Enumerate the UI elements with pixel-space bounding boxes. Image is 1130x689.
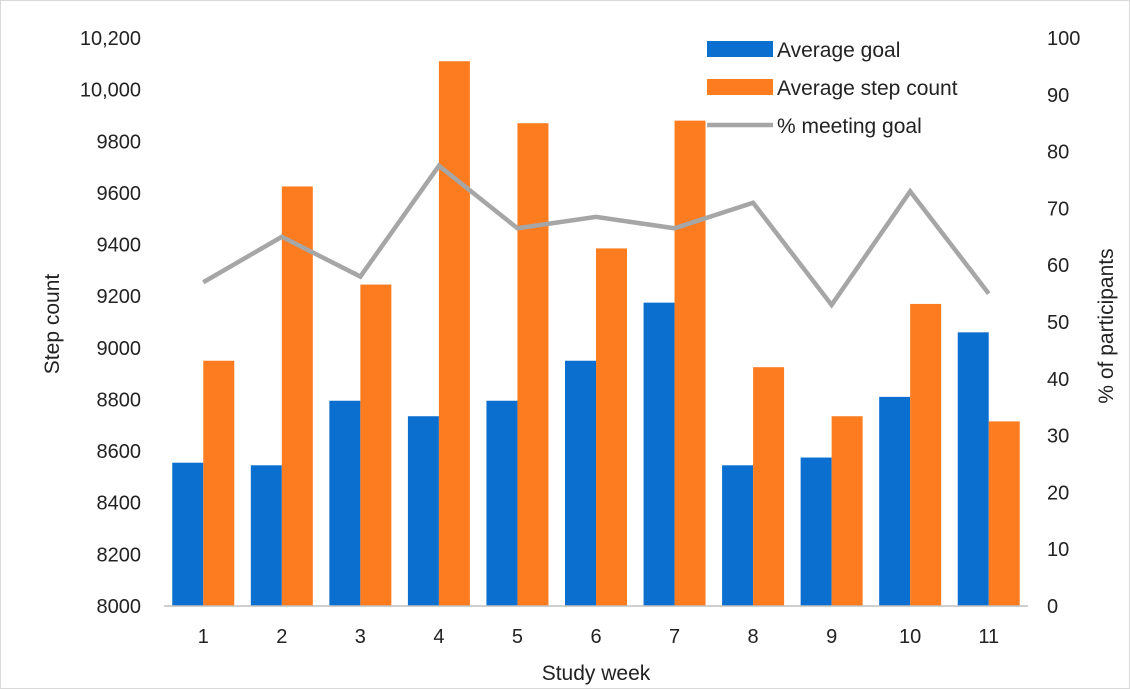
legend-swatch	[707, 79, 773, 95]
average-goal-bar-week-6	[565, 360, 596, 606]
average-goal-bar-week-4	[407, 416, 439, 606]
y-tick-label: 9400	[97, 235, 142, 257]
average-goal-bar-week-11	[957, 332, 989, 606]
x-tick-label: 9	[826, 626, 837, 648]
line-layer	[202, 162, 991, 309]
y-tick-label: 8600	[97, 441, 142, 463]
y2-tick-label: 50	[1047, 312, 1069, 334]
x-tick-label: 1	[198, 626, 209, 648]
y2-tick-label: 70	[1047, 198, 1069, 220]
x-tick-label: 3	[355, 626, 366, 648]
y-tick-label: 9800	[97, 131, 142, 153]
average-goal-bar-week-7	[643, 302, 675, 606]
average-step-count-bar-week-7	[674, 120, 706, 607]
legend-label: Average goal	[777, 39, 900, 62]
y2-tick-label: 40	[1047, 369, 1069, 391]
x-axis-title: Study week	[542, 662, 651, 685]
average-goal-bar-week-5	[486, 400, 518, 606]
average-step-count-bar-week-5	[517, 123, 549, 606]
average-goal-bar-week-9	[800, 457, 832, 606]
average-step-count-bar-week-8	[753, 367, 785, 606]
y2-axis-ticks: 0 10 20 30 40 50 60 70 80 90 100	[1047, 28, 1080, 618]
average-step-count-bar-week-10	[910, 303, 942, 606]
average-step-count-bar-week-4	[438, 61, 470, 606]
y-tick-label: 10,200	[80, 28, 141, 50]
y-tick-label: 8800	[97, 389, 142, 411]
y2-tick-label: 20	[1047, 482, 1069, 504]
y2-tick-label: 30	[1047, 426, 1069, 448]
y2-tick-label: 100	[1047, 28, 1080, 50]
y-tick-label: 8400	[97, 493, 142, 515]
average-step-count-bar-week-2	[281, 186, 313, 607]
y2-tick-label: 90	[1047, 85, 1069, 107]
legend: Average goal Average step count % meeting …	[707, 39, 958, 138]
average-goal-bar-week-2	[250, 465, 282, 606]
average-step-count-bar-week-1	[203, 360, 235, 606]
x-tick-label: 4	[433, 626, 444, 648]
y2-tick-label: 10	[1047, 539, 1069, 561]
x-tick-label: 11	[978, 626, 999, 648]
y-tick-label: 8200	[97, 544, 142, 566]
legend-label: % meeting goal	[777, 115, 922, 138]
y-tick-label: 9200	[97, 286, 142, 308]
average-goal-bar-week-10	[879, 396, 911, 606]
average-goal-bar-week-8	[722, 465, 754, 606]
average-step-count-bar-week-3	[360, 284, 392, 606]
average-goal-bar-week-3	[329, 400, 361, 606]
x-tick-label: 6	[590, 626, 601, 648]
x-tick-label: 10	[899, 626, 921, 648]
x-axis-ticks: 1 2 3 4 5 6 7 8 9 10 11	[198, 626, 999, 648]
bars-layer	[172, 61, 1020, 607]
legend-label: Average step count	[777, 77, 958, 100]
y2-tick-label: 80	[1047, 142, 1069, 164]
y-axis-ticks: 8000 8200 8400 8600 8800 9000 9200 9400 9600 9800…	[80, 28, 141, 618]
average-step-count-bar-week-9	[831, 416, 863, 606]
y2-tick-label: 60	[1047, 255, 1069, 277]
legend-swatch	[707, 41, 773, 57]
y-tick-label: 9000	[97, 338, 142, 360]
y2-tick-label: 0	[1047, 596, 1058, 618]
y2-axis-title: % of participants	[1095, 248, 1118, 403]
y-tick-label: 8000	[97, 596, 142, 618]
y-axis-title: Step count	[41, 274, 64, 375]
average-step-count-bar-week-6	[596, 248, 627, 606]
y-tick-label: 9600	[97, 183, 142, 205]
average-step-count-bar-week-11	[988, 421, 1020, 606]
x-tick-label: 2	[276, 626, 287, 648]
x-tick-label: 5	[512, 626, 523, 648]
y-tick-label: 10,000	[80, 80, 141, 102]
x-tick-label: 8	[748, 626, 759, 648]
average-goal-bar-week-1	[172, 462, 204, 606]
x-tick-label: 7	[669, 626, 680, 648]
